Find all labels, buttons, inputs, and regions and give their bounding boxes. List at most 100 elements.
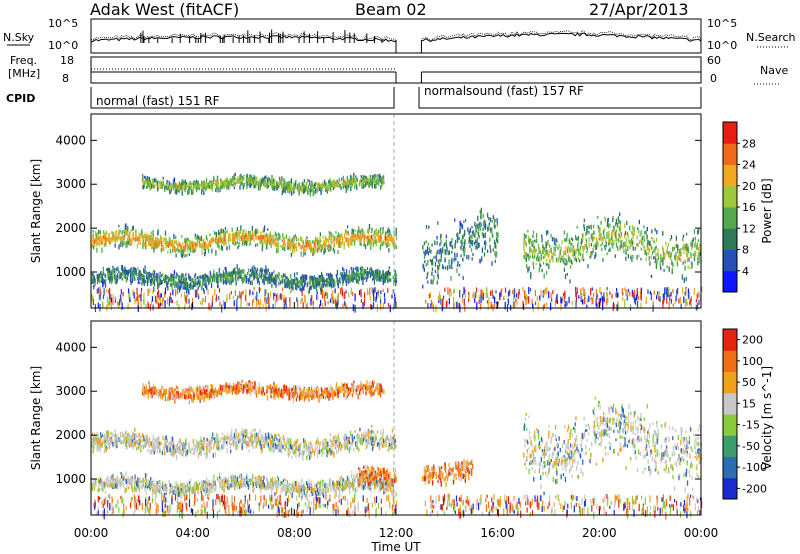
range-cell (561, 255, 563, 261)
range-cell (689, 301, 691, 306)
range-cell (273, 239, 275, 243)
range-cell (526, 297, 528, 304)
range-cell (208, 185, 211, 189)
range-cell (102, 294, 105, 300)
range-cell (582, 288, 585, 293)
range-cell (324, 283, 326, 287)
range-cell (571, 253, 574, 257)
range-cell (279, 280, 282, 285)
range-cell (148, 271, 150, 275)
range-cell (353, 186, 356, 190)
range-cell (353, 178, 355, 183)
range-cell (229, 280, 231, 285)
range-cell (462, 246, 465, 249)
range-cell (220, 273, 222, 278)
range-cell (140, 273, 143, 276)
range-cell (346, 279, 348, 283)
range-cell (662, 256, 664, 261)
range-cell (609, 291, 611, 295)
range-cell (276, 233, 278, 237)
range-cell (352, 267, 354, 273)
range-cell (324, 182, 326, 188)
range-cell (190, 284, 192, 290)
range-cell (301, 297, 303, 302)
range-cell (257, 298, 259, 305)
range-cell (484, 223, 487, 229)
range-cell (205, 281, 207, 287)
range-cell (252, 180, 255, 185)
range-cell (145, 178, 148, 183)
range-cell (166, 186, 168, 191)
range-cell (194, 233, 196, 238)
range-cell (532, 252, 534, 255)
range-cell (248, 302, 250, 306)
range-cell (290, 287, 293, 293)
range-cell (101, 240, 103, 244)
range-cell (342, 282, 344, 286)
range-cell (322, 247, 324, 251)
range-cell (630, 256, 632, 260)
range-cell (202, 298, 205, 302)
range-cell (145, 236, 147, 241)
range-cell (491, 261, 493, 266)
range-cell (268, 304, 270, 310)
range-cell (97, 510, 99, 516)
range-cell (310, 188, 313, 193)
range-cell (206, 285, 208, 291)
range-cell (534, 249, 536, 253)
range-cell (249, 236, 251, 242)
range-cell (395, 273, 398, 278)
range-cell (544, 250, 546, 255)
range-cell (202, 279, 205, 285)
range-cell (494, 224, 496, 229)
range-cell (633, 226, 635, 233)
range-cell (151, 238, 153, 241)
range-cell (91, 293, 93, 302)
range-cell (553, 237, 555, 242)
range-cell (265, 265, 267, 271)
range-cell (305, 304, 307, 309)
range-cell (323, 241, 325, 247)
nsky-label: N.Sky (3, 31, 35, 44)
range-cell (215, 273, 217, 278)
range-cell (667, 254, 670, 258)
range-cell (459, 263, 461, 267)
range-cell (640, 257, 642, 261)
range-cell (152, 229, 154, 236)
range-cell (306, 236, 308, 239)
range-cell (284, 299, 286, 305)
range-cell (659, 296, 661, 303)
range-cell (636, 288, 638, 296)
range-cell (547, 230, 549, 235)
range-cell (149, 238, 151, 245)
range-cell (615, 288, 618, 292)
range-cell (595, 237, 598, 241)
range-cell (168, 298, 170, 307)
range-cell (355, 275, 357, 281)
range-cell (379, 173, 381, 178)
range-cell (560, 296, 562, 304)
range-cell (153, 270, 156, 275)
range-cell (152, 233, 154, 236)
range-cell (255, 270, 257, 275)
range-cell (639, 233, 642, 237)
range-cell (640, 230, 642, 236)
range-cell (177, 243, 179, 250)
range-cell (182, 278, 185, 284)
range-cell (135, 234, 137, 241)
range-cell (177, 184, 180, 188)
range-cell (677, 287, 679, 294)
range-cell (259, 288, 262, 292)
range-cell (256, 299, 258, 307)
range-cell (159, 180, 161, 185)
range-cell (473, 241, 476, 246)
range-cell (144, 176, 147, 182)
range-cell (114, 271, 116, 275)
range-cell (150, 273, 152, 278)
range-cell (437, 295, 440, 301)
range-cell (584, 242, 586, 247)
range-cell (135, 502, 138, 510)
range-cell (350, 275, 352, 280)
range-cell (184, 247, 186, 253)
range-cell (155, 243, 157, 249)
